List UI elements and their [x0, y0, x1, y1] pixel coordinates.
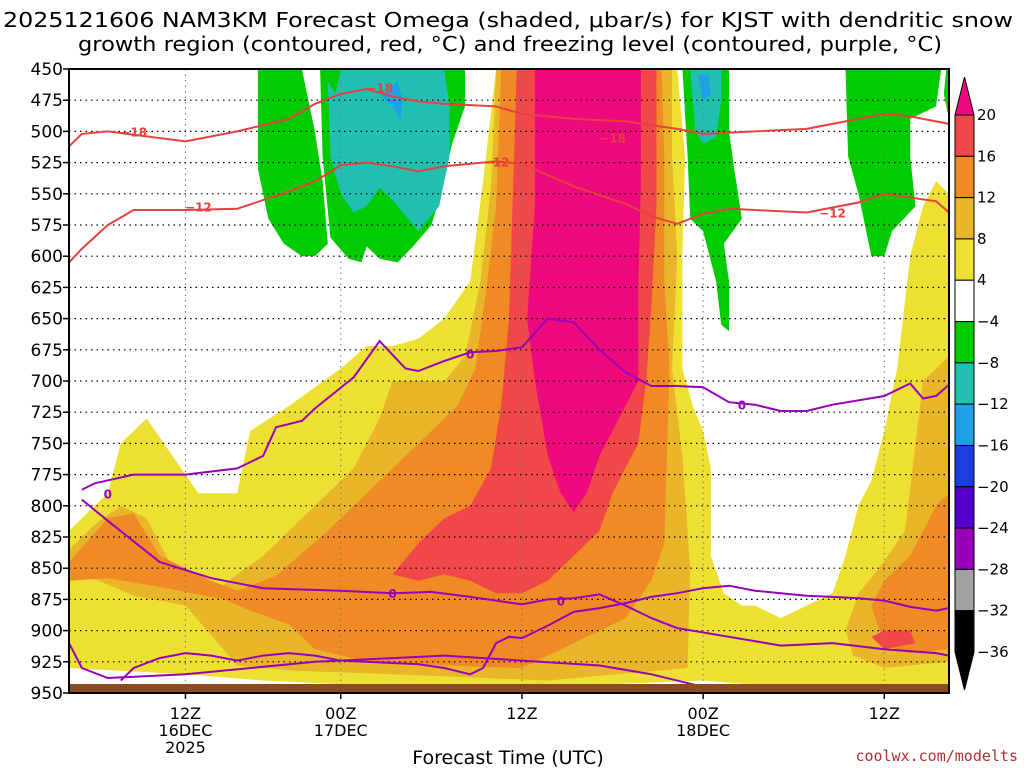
chart-title-line2: growth region (contoured, red, °C) and f… — [78, 32, 942, 56]
contour-label: −18 — [366, 82, 393, 96]
y-tick-label: 725 — [31, 403, 63, 423]
omega-shading — [69, 69, 949, 687]
colorbar-swatch — [954, 321, 975, 364]
contour-line-1 — [68, 160, 950, 264]
colorbar-label: 16 — [977, 147, 996, 165]
colorbar-swatch — [954, 403, 975, 446]
colorbar-swatch — [954, 238, 975, 281]
y-tick-label: 875 — [31, 590, 63, 610]
y-tick-label: 475 — [31, 91, 63, 111]
contour-line-0 — [68, 87, 950, 148]
y-tick-label: 450 — [31, 60, 63, 80]
x-tick-label: 12Z — [869, 704, 900, 723]
omega-region--8_-4-12 — [943, 69, 949, 119]
x-tick-label: 17DEC — [314, 721, 368, 740]
colorbar-label: −20 — [977, 478, 1009, 496]
y-tick-label: 800 — [31, 497, 63, 517]
x-tick-label: 12Z — [170, 704, 201, 723]
colorbar-label: −24 — [977, 519, 1009, 537]
y-tick-label: 675 — [31, 341, 63, 361]
y-tick-label: 500 — [31, 122, 63, 142]
omega-region--16_-12-16 — [697, 75, 711, 101]
x-tick-label: 2025 — [165, 738, 206, 757]
x-tick-label: 00Z — [687, 704, 718, 723]
colorbar-label: −8 — [977, 354, 999, 372]
colorbar-label: 20 — [977, 106, 996, 124]
omega-region-above_20-7 — [527, 69, 641, 512]
contour-label: −12 — [483, 155, 510, 169]
colorbar-label: −36 — [977, 643, 1009, 661]
colorbar-swatch — [954, 527, 975, 570]
colorbar-swatch — [954, 486, 975, 529]
colorbar-bottom-triangle — [954, 651, 975, 691]
colorbar-swatch — [954, 155, 975, 199]
y-tick-label: 575 — [31, 216, 63, 236]
x-tick-label: 00Z — [325, 704, 356, 723]
colorbar-label: −12 — [977, 395, 1009, 413]
colorbar-swatch — [954, 279, 975, 323]
y-tick-label: 600 — [31, 247, 63, 267]
contour-line-11 — [81, 498, 950, 657]
contour-label: 0 — [388, 587, 396, 601]
y-tick-label: 525 — [31, 154, 63, 174]
y-tick-label: 625 — [31, 278, 63, 298]
y-tick-label: 650 — [31, 310, 63, 330]
omega-region-16_20-6 — [871, 630, 916, 650]
y-tick-label: 825 — [31, 528, 63, 548]
credit-label: coolwx.com/modelts — [855, 747, 1018, 765]
colorbar: 20 16 12 8 4 −4 −8 −12 −16 −20 −24 −28 −32 −36 — [954, 76, 1009, 691]
y-axis: 450 475 500 525 550 575 600 625 650 675 700 725 750 7… — [31, 60, 69, 704]
chart-title-line1: 2025121606 NAM3KM Forecast Omega (shaded… — [3, 8, 1013, 32]
contour-label: −18 — [599, 132, 626, 146]
x-tick-label: 18DEC — [676, 721, 730, 740]
contour-label: 0 — [104, 487, 112, 501]
y-tick-label: 850 — [31, 559, 63, 579]
colorbar-label: 8 — [977, 230, 987, 248]
contour-label: −12 — [819, 207, 846, 221]
contour-line-10 — [81, 317, 950, 491]
y-tick-label: 925 — [31, 653, 63, 673]
y-tick-label: 900 — [31, 622, 63, 642]
colorbar-label: −4 — [977, 313, 999, 331]
colorbar-label: −28 — [977, 560, 1009, 578]
y-tick-label: 750 — [31, 434, 63, 454]
x-tick-label: 16DEC — [158, 721, 212, 740]
colorbar-label: −16 — [977, 436, 1009, 454]
contour-label: 0 — [466, 348, 474, 362]
contour-label: −12 — [185, 200, 212, 214]
colorbar-swatch — [954, 114, 975, 157]
omega-region-12_16-4 — [871, 493, 949, 654]
y-tick-label: 550 — [31, 185, 63, 205]
contour-line-12 — [120, 584, 950, 682]
omega-region--16_-12-15 — [379, 81, 403, 119]
colorbar-label: 4 — [977, 271, 987, 289]
colorbar-swatch — [954, 568, 975, 612]
omega-region--8_-4-8 — [257, 69, 328, 257]
x-tick-label: 12Z — [506, 704, 537, 723]
ground-strip — [69, 684, 949, 693]
colorbar-label: −32 — [977, 602, 1009, 620]
colorbar-swatch — [954, 362, 975, 405]
omega-region--12_-8-13 — [327, 69, 450, 232]
y-tick-label: 775 — [31, 466, 63, 486]
omega-region--12_-8-14 — [690, 69, 722, 144]
colorbar-top-triangle — [954, 76, 975, 116]
x-axis-label: Forecast Time (UTC) — [412, 747, 603, 768]
y-tick-label: 950 — [31, 684, 63, 704]
contour-label: 0 — [557, 595, 565, 609]
colorbar-swatch — [954, 197, 975, 240]
colorbar-swatch — [954, 610, 975, 653]
contour-label: −18 — [120, 125, 147, 139]
contour-label: 0 — [738, 399, 746, 413]
y-tick-label: 700 — [31, 372, 63, 392]
colorbar-label: 12 — [977, 189, 996, 207]
colorbar-swatch — [954, 444, 975, 488]
omega-region--8_-4-10 — [682, 69, 742, 332]
